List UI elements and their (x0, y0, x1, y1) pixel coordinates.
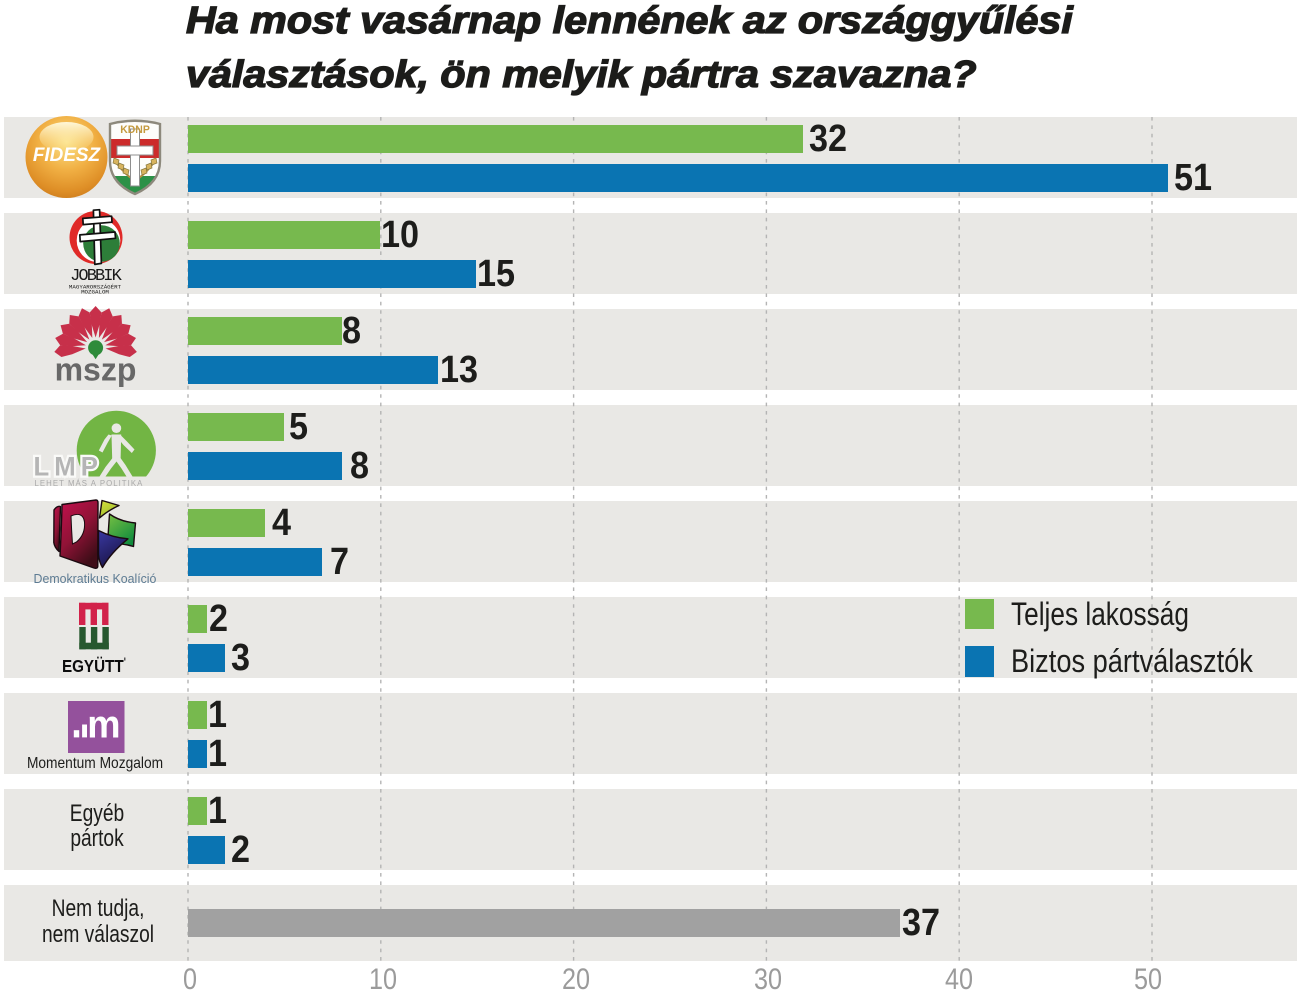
svg-text:LMP: LMP (34, 451, 103, 481)
svg-text:LEHET MÁS A POLITIKA: LEHET MÁS A POLITIKA (35, 479, 144, 488)
svg-text:FIDESZ: FIDESZ (33, 145, 101, 166)
svg-text:MAGYARORSZÁGÉRT: MAGYARORSZÁGÉRT (69, 283, 122, 290)
svg-text:KDNP: KDNP (120, 124, 150, 136)
svg-text:EGYÜTT: EGYÜTT (62, 656, 124, 676)
svg-text:MOZGALOM: MOZGALOM (81, 289, 109, 296)
svg-text:m: m (87, 703, 120, 747)
svg-text:JOBBIK: JOBBIK (70, 267, 123, 286)
